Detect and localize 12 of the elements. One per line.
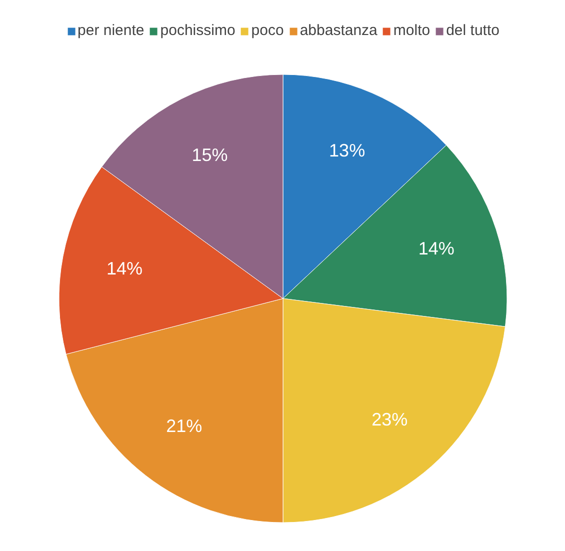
legend-label: del tutto (446, 22, 500, 39)
legend-label: molto (393, 22, 430, 39)
legend-label: abbastanza (300, 22, 378, 39)
legend-label: per niente (78, 22, 144, 39)
data-label: 14% (418, 238, 454, 259)
data-label: 21% (166, 416, 202, 436)
data-label: 14% (106, 258, 143, 278)
data-label: 23% (372, 410, 408, 430)
data-label: 13% (329, 140, 366, 160)
data-label: 15% (192, 144, 228, 165)
legend-label: pochissimo (160, 22, 236, 39)
legend-label: poco (251, 22, 284, 39)
